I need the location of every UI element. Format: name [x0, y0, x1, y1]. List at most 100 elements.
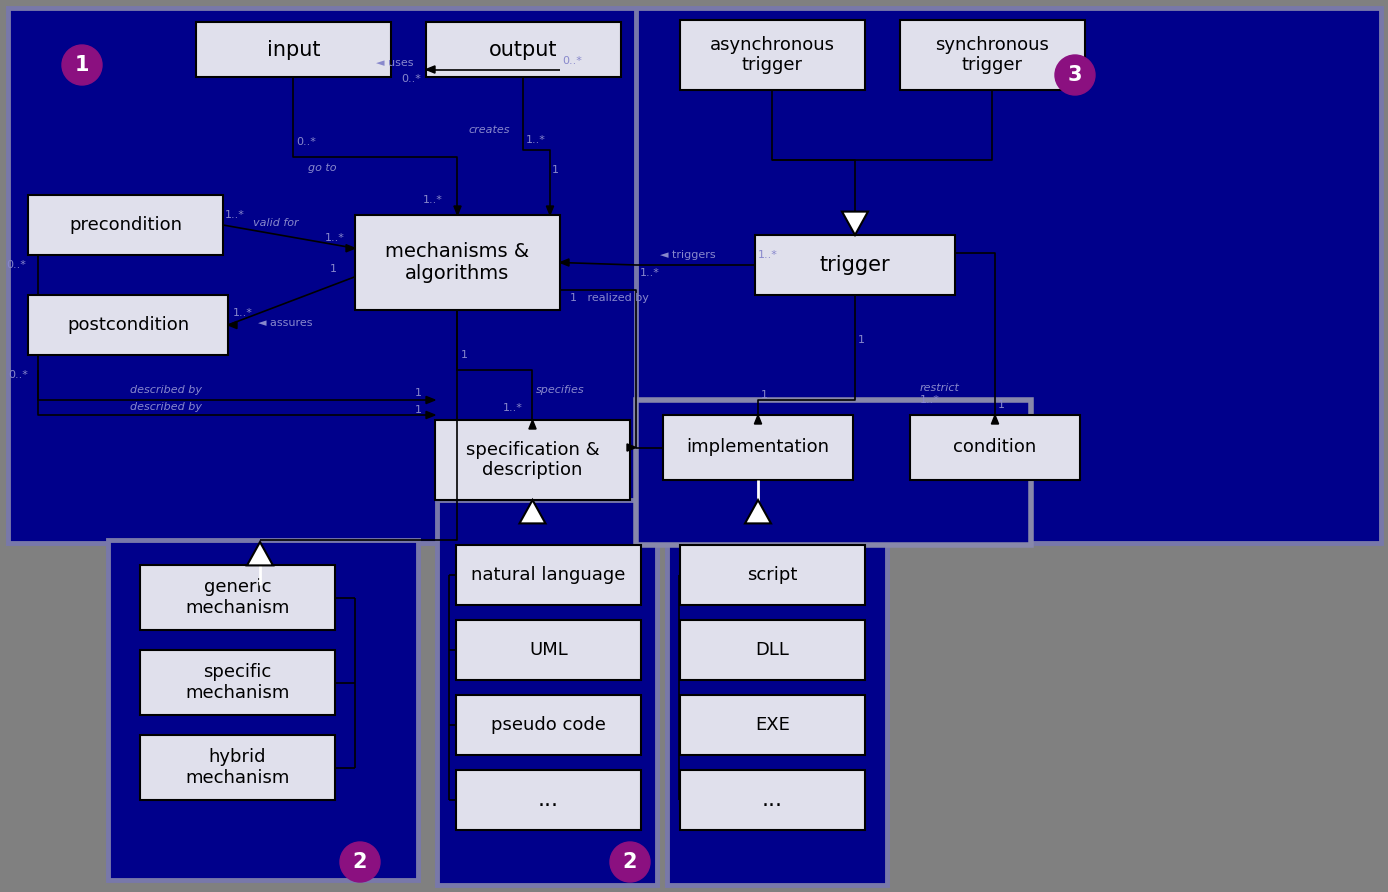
Text: 1: 1: [858, 335, 865, 345]
Polygon shape: [843, 211, 868, 235]
Text: 0..*: 0..*: [401, 75, 421, 85]
Bar: [457, 695, 641, 755]
Text: 1: 1: [461, 350, 468, 360]
Bar: [140, 735, 335, 800]
Text: natural language: natural language: [472, 566, 626, 584]
Text: UML: UML: [529, 641, 568, 659]
Polygon shape: [627, 444, 636, 451]
Text: specific
mechanism: specific mechanism: [186, 663, 290, 702]
Text: 0..*: 0..*: [297, 137, 316, 147]
Polygon shape: [529, 420, 536, 429]
Text: restrict: restrict: [920, 383, 960, 393]
Text: 3: 3: [1067, 65, 1083, 85]
Polygon shape: [247, 542, 273, 566]
Text: trigger: trigger: [820, 255, 890, 275]
Bar: [680, 620, 865, 680]
Circle shape: [609, 842, 650, 882]
Text: 1..*: 1..*: [640, 268, 659, 278]
Text: 1: 1: [75, 55, 89, 75]
Bar: [140, 650, 335, 715]
Bar: [680, 695, 865, 755]
Polygon shape: [991, 415, 998, 424]
Text: 2: 2: [353, 852, 368, 872]
Text: 1..*: 1..*: [422, 195, 443, 205]
Circle shape: [340, 842, 380, 882]
Polygon shape: [426, 411, 434, 418]
Circle shape: [1055, 55, 1095, 95]
Text: 0..*: 0..*: [6, 260, 26, 270]
Bar: [911, 415, 1080, 480]
Polygon shape: [454, 206, 461, 215]
Bar: [434, 420, 630, 500]
Text: ...: ...: [539, 790, 559, 810]
Text: 2: 2: [623, 852, 637, 872]
Text: 1: 1: [330, 264, 337, 274]
Text: 1..*: 1..*: [758, 250, 777, 260]
Text: described by: described by: [130, 402, 203, 412]
Text: condition: condition: [954, 439, 1037, 457]
Text: 1..*: 1..*: [502, 403, 522, 413]
Text: hybrid
mechanism: hybrid mechanism: [186, 748, 290, 787]
Text: script: script: [747, 566, 798, 584]
Text: go to: go to: [308, 163, 337, 173]
Text: 1: 1: [415, 388, 422, 398]
Bar: [663, 415, 854, 480]
Polygon shape: [519, 500, 545, 524]
Polygon shape: [426, 66, 434, 73]
Text: input: input: [266, 39, 321, 60]
Bar: [196, 22, 391, 77]
Text: 1..*: 1..*: [920, 395, 940, 405]
Text: output: output: [489, 39, 558, 60]
Text: 1: 1: [552, 165, 559, 175]
Text: postcondition: postcondition: [67, 316, 189, 334]
Text: ◄ assures: ◄ assures: [258, 318, 312, 328]
Bar: [899, 20, 1085, 90]
Circle shape: [62, 45, 101, 85]
Bar: [680, 545, 865, 605]
Polygon shape: [228, 321, 237, 328]
Text: 1..*: 1..*: [233, 308, 253, 318]
Bar: [8, 8, 638, 543]
Bar: [636, 8, 1381, 543]
Text: specifies: specifies: [536, 385, 584, 395]
Polygon shape: [426, 396, 434, 403]
Bar: [28, 295, 228, 355]
Text: 0..*: 0..*: [562, 56, 582, 67]
Text: mechanisms &
algorithms: mechanisms & algorithms: [386, 242, 530, 283]
Text: generic
mechanism: generic mechanism: [186, 578, 290, 617]
Text: 1: 1: [761, 390, 768, 400]
Text: valid for: valid for: [253, 218, 298, 228]
Text: specification &
description: specification & description: [466, 441, 600, 479]
Polygon shape: [755, 415, 762, 424]
Text: 1: 1: [998, 400, 1005, 410]
Text: pseudo code: pseudo code: [491, 716, 607, 734]
Bar: [426, 22, 620, 77]
Text: 1..*: 1..*: [225, 210, 244, 220]
Text: 1: 1: [415, 405, 422, 415]
Text: ◄ uses: ◄ uses: [376, 57, 414, 68]
Polygon shape: [346, 244, 355, 252]
Bar: [457, 770, 641, 830]
Text: implementation: implementation: [687, 439, 830, 457]
Bar: [668, 500, 887, 885]
Text: 1..*: 1..*: [325, 233, 344, 244]
Text: asynchronous
trigger: asynchronous trigger: [711, 36, 836, 74]
Text: 1   realized by: 1 realized by: [570, 293, 648, 303]
Bar: [636, 400, 1031, 545]
Text: DLL: DLL: [755, 641, 790, 659]
Text: ◄ triggers: ◄ triggers: [661, 250, 716, 260]
Bar: [755, 235, 955, 295]
Text: 0..*: 0..*: [8, 370, 28, 380]
Bar: [457, 620, 641, 680]
Text: ...: ...: [762, 790, 783, 810]
Bar: [680, 20, 865, 90]
Text: creates: creates: [469, 125, 509, 135]
Polygon shape: [745, 500, 770, 524]
Text: precondition: precondition: [69, 216, 182, 234]
Bar: [140, 565, 335, 630]
Polygon shape: [547, 206, 554, 215]
Bar: [680, 770, 865, 830]
Bar: [457, 545, 641, 605]
Text: described by: described by: [130, 385, 203, 395]
Bar: [437, 500, 657, 885]
